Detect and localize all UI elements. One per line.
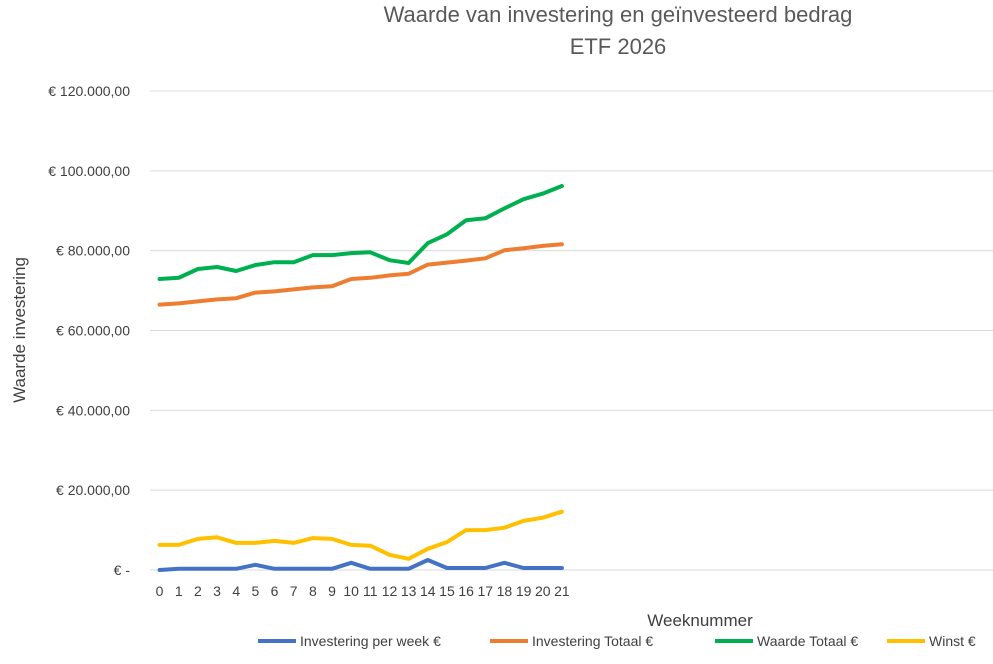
x-tick-label: 17: [477, 583, 493, 599]
chart-title: Waarde van investering en geïnvesteerd b…: [384, 2, 853, 27]
y-tick-label: € 40.000,00: [56, 402, 130, 418]
gridlines: [150, 90, 993, 571]
y-tick-label: € 60.000,00: [56, 323, 130, 339]
x-tick-label: 1: [175, 583, 183, 599]
x-tick-label: 9: [328, 583, 336, 599]
legend-label: Investering Totaal €: [532, 633, 653, 649]
y-axis-ticks: € - € 20.000,00 € 40.000,00 € 60.000,00 € 80…: [48, 83, 130, 578]
y-tick-label: € 20.000,00: [56, 482, 130, 498]
x-tick-label: 10: [343, 583, 359, 599]
x-tick-label: 7: [290, 583, 298, 599]
y-tick-label: € 120.000,00: [48, 83, 130, 99]
series-line: [157, 242, 564, 307]
x-tick-label: 5: [251, 583, 259, 599]
series-line: [157, 558, 564, 572]
legend-label: Investering per week €: [300, 633, 441, 649]
series-line: [157, 184, 564, 281]
x-tick-label: 12: [382, 583, 398, 599]
x-tick-label: 15: [439, 583, 455, 599]
legend-label: Waarde Totaal €: [757, 633, 858, 649]
legend: Investering per week € Investering Totaal…: [258, 633, 976, 649]
legend-label: Winst €: [929, 633, 976, 649]
x-axis-ticks: 0 1 2 3 4 5 6 7 8 9 10 11 12 13 14 15 16 17 18 19 20 21: [156, 583, 570, 599]
x-tick-label: 16: [458, 583, 474, 599]
x-tick-label: 14: [420, 583, 436, 599]
x-tick-label: 0: [156, 583, 164, 599]
y-tick-label: € -: [114, 562, 131, 578]
x-tick-label: 20: [535, 583, 551, 599]
x-tick-label: 13: [401, 583, 417, 599]
x-tick-label: 8: [309, 583, 317, 599]
x-tick-label: 11: [363, 583, 378, 599]
x-tick-label: 4: [232, 583, 240, 599]
x-axis-title: Weeknummer: [647, 611, 753, 630]
x-tick-label: 6: [271, 583, 279, 599]
x-tick-label: 3: [213, 583, 221, 599]
x-tick-label: 21: [554, 583, 570, 599]
series-line: [157, 509, 564, 561]
x-tick-label: 2: [194, 583, 202, 599]
series-lines: [157, 184, 564, 572]
y-tick-label: € 100.000,00: [48, 163, 130, 179]
chart-subtitle: ETF 2026: [570, 34, 667, 59]
x-tick-label: 18: [497, 583, 513, 599]
y-axis-title: Waarde investering: [10, 257, 29, 403]
y-tick-label: € 80.000,00: [56, 243, 130, 259]
x-tick-label: 19: [516, 583, 532, 599]
